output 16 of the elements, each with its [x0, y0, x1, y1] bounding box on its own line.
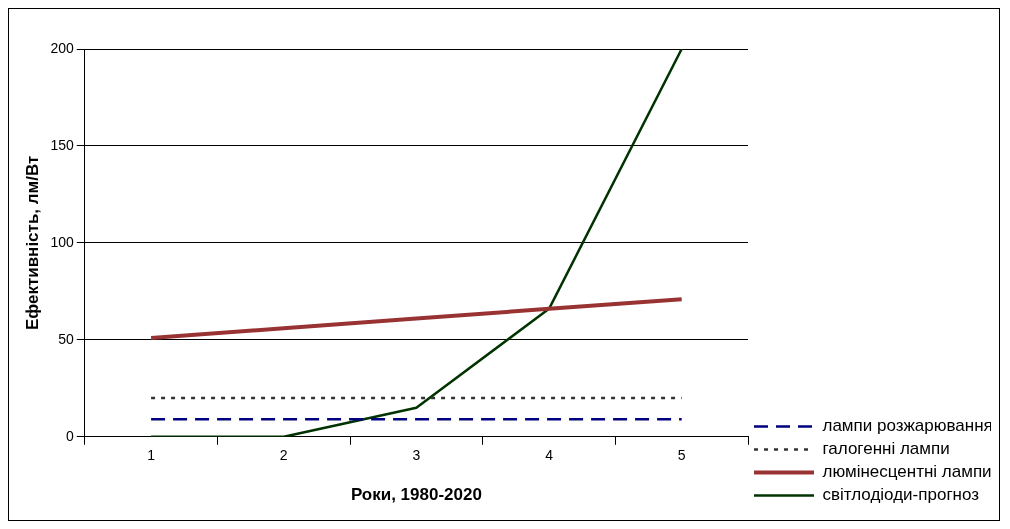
legend-label: світлодіоди-прогноз [822, 485, 980, 505]
legend-label: лампи розжарювання [822, 416, 993, 436]
x-axis-title: Роки, 1980-2020 [350, 485, 482, 505]
legend-label: галогенні лампи [822, 439, 950, 459]
y-tick-label: 50 [58, 330, 74, 347]
legend-label: люмінесцентні лампи [822, 462, 992, 482]
x-tick-label: 1 [147, 447, 156, 464]
y-tick-label: 150 [50, 136, 74, 153]
x-tick-label: 5 [677, 447, 686, 464]
y-tick-label: 0 [65, 427, 74, 444]
x-tick-label: 2 [279, 447, 288, 464]
x-tick-label: 4 [545, 447, 554, 464]
y-tick-label: 200 [50, 39, 74, 56]
y-axis-title: Ефективність, лм/Вт [22, 155, 42, 331]
y-tick-label: 100 [50, 233, 74, 250]
x-tick-label: 3 [412, 447, 421, 464]
